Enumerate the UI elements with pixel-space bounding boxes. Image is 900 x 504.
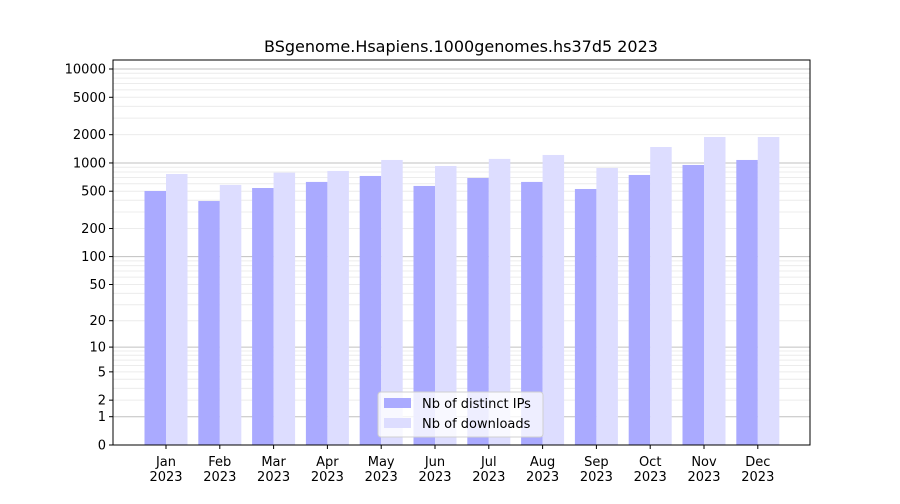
legend-swatch — [384, 418, 411, 428]
x-tick-label: May — [368, 455, 395, 470]
bar-downloads — [488, 158, 511, 445]
plot-frame — [112, 59, 811, 446]
bar-downloads — [381, 159, 403, 445]
x-tick-label: 2023 — [687, 470, 720, 485]
bar-downloads — [596, 167, 618, 445]
x-tick-label: 2023 — [365, 470, 398, 485]
bar-ips — [198, 201, 220, 445]
y-tick-label: 1 — [98, 410, 106, 425]
legend-label: Nb of distinct IPs — [422, 397, 531, 412]
y-tick-label: 10000 — [65, 62, 106, 77]
bar-ips — [144, 190, 166, 445]
y-tick-label: 100 — [81, 250, 106, 265]
y-tick-label: 2000 — [73, 128, 106, 143]
x-tick-label: Dec — [745, 455, 770, 470]
bar-downloads — [219, 184, 242, 445]
bar-ips — [305, 181, 328, 446]
bar-downloads — [704, 136, 726, 445]
bar-ips — [521, 181, 543, 446]
x-tick-label: Feb — [208, 455, 231, 470]
x-tick-label: 2023 — [634, 470, 667, 485]
x-tick-label: 2023 — [741, 470, 774, 485]
y-tick-label: 500 — [81, 185, 106, 200]
x-tick-label: 2023 — [472, 470, 505, 485]
y-tick-label: 5000 — [73, 91, 106, 106]
x-tick-label: 2023 — [257, 470, 290, 485]
x-tick-label: Sep — [584, 455, 609, 470]
legend-label: Nb of downloads — [422, 417, 531, 432]
x-tick-label: Jul — [480, 455, 497, 470]
bar-ips — [574, 188, 597, 445]
bar-ips — [682, 164, 704, 445]
bar-downloads — [757, 136, 780, 445]
bar-ips — [628, 174, 651, 445]
x-tick-label: 2023 — [418, 470, 451, 485]
x-tick-label: Aug — [530, 455, 555, 470]
bar-downloads — [273, 172, 296, 446]
bar-ips — [359, 175, 382, 445]
bar-downloads — [435, 166, 457, 445]
x-tick-label: 2023 — [203, 470, 236, 485]
y-tick-label: 200 — [81, 222, 106, 237]
bar-ips — [467, 177, 489, 445]
x-tick-label: Nov — [691, 455, 717, 470]
bar-ips — [252, 188, 274, 445]
x-tick-label: 2023 — [149, 470, 182, 485]
bar-downloads — [542, 154, 565, 445]
x-tick-label: 2023 — [311, 470, 344, 485]
y-tick-label: 2 — [98, 394, 106, 409]
chart-title: BSgenome.Hsapiens.1000genomes.hs37d5 202… — [264, 37, 658, 56]
x-tick-label: Mar — [261, 455, 286, 470]
y-tick-label: 1000 — [73, 156, 106, 171]
x-tick-label: Jun — [424, 455, 445, 470]
y-tick-label: 50 — [89, 278, 106, 293]
y-tick-label: 0 — [98, 439, 106, 454]
bar-downloads — [166, 173, 188, 445]
legend-box — [377, 391, 544, 438]
x-tick-label: 2023 — [526, 470, 559, 485]
x-tick-label: Apr — [316, 455, 339, 470]
bar-ips — [736, 159, 758, 445]
x-tick-label: Oct — [639, 455, 661, 470]
legend-swatch — [384, 398, 411, 408]
x-tick-label: Jan — [155, 455, 176, 470]
y-tick-label: 20 — [89, 314, 106, 329]
bar-downloads — [327, 170, 349, 446]
y-tick-label: 5 — [98, 365, 106, 380]
bar-ips — [413, 185, 435, 446]
bar-downloads — [650, 146, 672, 445]
x-tick-label: 2023 — [580, 470, 613, 485]
y-tick-label: 10 — [89, 341, 106, 356]
